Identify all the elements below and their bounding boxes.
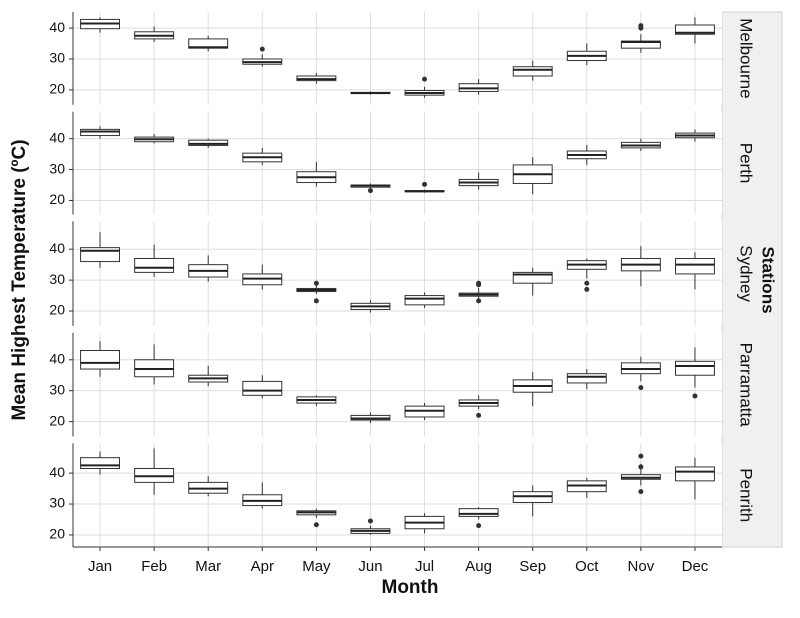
strip-background — [721, 11, 783, 548]
box — [674, 24, 715, 35]
box — [134, 257, 175, 273]
panel — [73, 111, 722, 215]
box — [242, 380, 283, 396]
x-tick-label: Aug — [465, 558, 492, 575]
x-tick-label: Feb — [141, 558, 167, 575]
outlier — [638, 453, 644, 459]
box — [512, 66, 553, 77]
outlier — [476, 282, 482, 288]
box — [674, 257, 715, 275]
x-tick-label: Nov — [628, 558, 655, 575]
y-tick-label: 30 — [49, 381, 65, 397]
y-tick-label: 40 — [49, 19, 65, 35]
panel — [73, 12, 722, 105]
outlier — [422, 181, 428, 187]
x-tick-label: Mar — [195, 558, 221, 575]
y-tick-label: 30 — [49, 271, 65, 287]
outlier — [313, 280, 319, 286]
x-tick-label: Apr — [251, 558, 274, 575]
legend-title: Stations — [759, 246, 778, 313]
outlier — [476, 412, 482, 418]
strip-label: Penrith — [737, 468, 756, 522]
y-tick-label: 30 — [49, 495, 65, 511]
outlier — [259, 46, 265, 52]
x-tick-label: May — [302, 558, 331, 575]
strip-label: Perth — [737, 143, 756, 184]
panel — [73, 443, 722, 547]
box — [404, 295, 445, 306]
strip-label: Melbourne — [737, 18, 756, 98]
box — [80, 457, 121, 469]
outlier — [692, 393, 698, 399]
outlier — [584, 286, 590, 292]
outlier — [638, 489, 644, 495]
y-tick-label: 20 — [49, 412, 65, 428]
box — [674, 466, 715, 482]
y-tick-label: 40 — [49, 464, 65, 480]
box — [80, 247, 121, 263]
x-tick-label: Oct — [575, 558, 599, 575]
box — [566, 373, 607, 384]
box — [80, 349, 121, 370]
outlier — [638, 464, 644, 470]
y-tick-label: 20 — [49, 302, 65, 318]
x-tick-label: Dec — [682, 558, 709, 575]
outlier — [638, 385, 644, 391]
y-tick-label: 40 — [49, 240, 65, 256]
outlier — [367, 188, 373, 194]
x-tick-label: Jul — [415, 558, 434, 575]
x-axis-label: Month — [382, 577, 439, 598]
outlier — [638, 23, 644, 29]
y-tick-label: 30 — [49, 50, 65, 66]
box — [512, 271, 553, 284]
y-tick-label: 40 — [49, 350, 65, 366]
box — [188, 139, 229, 146]
outlier — [476, 298, 482, 304]
y-tick-label: 40 — [49, 129, 65, 145]
outlier — [422, 76, 428, 82]
panel — [73, 332, 722, 437]
y-tick-label: 20 — [49, 81, 65, 97]
strip-label: Parramatta — [737, 343, 756, 428]
y-tick-label: 30 — [49, 160, 65, 176]
y-tick-label: 20 — [49, 526, 65, 542]
y-tick-label: 20 — [49, 191, 65, 207]
x-tick-label: Jun — [358, 558, 382, 575]
outlier — [584, 280, 590, 286]
strip-label: Sydney — [737, 245, 756, 302]
outlier — [476, 523, 482, 529]
panel — [73, 221, 722, 326]
x-tick-label: Sep — [519, 558, 546, 575]
outlier — [313, 298, 319, 304]
outlier — [367, 518, 373, 524]
outlier — [313, 522, 319, 528]
box — [458, 508, 499, 517]
x-tick-label: Jan — [88, 558, 112, 575]
box — [674, 360, 715, 376]
y-axis-label: Mean Highest Temperature (ºC) — [9, 139, 30, 420]
